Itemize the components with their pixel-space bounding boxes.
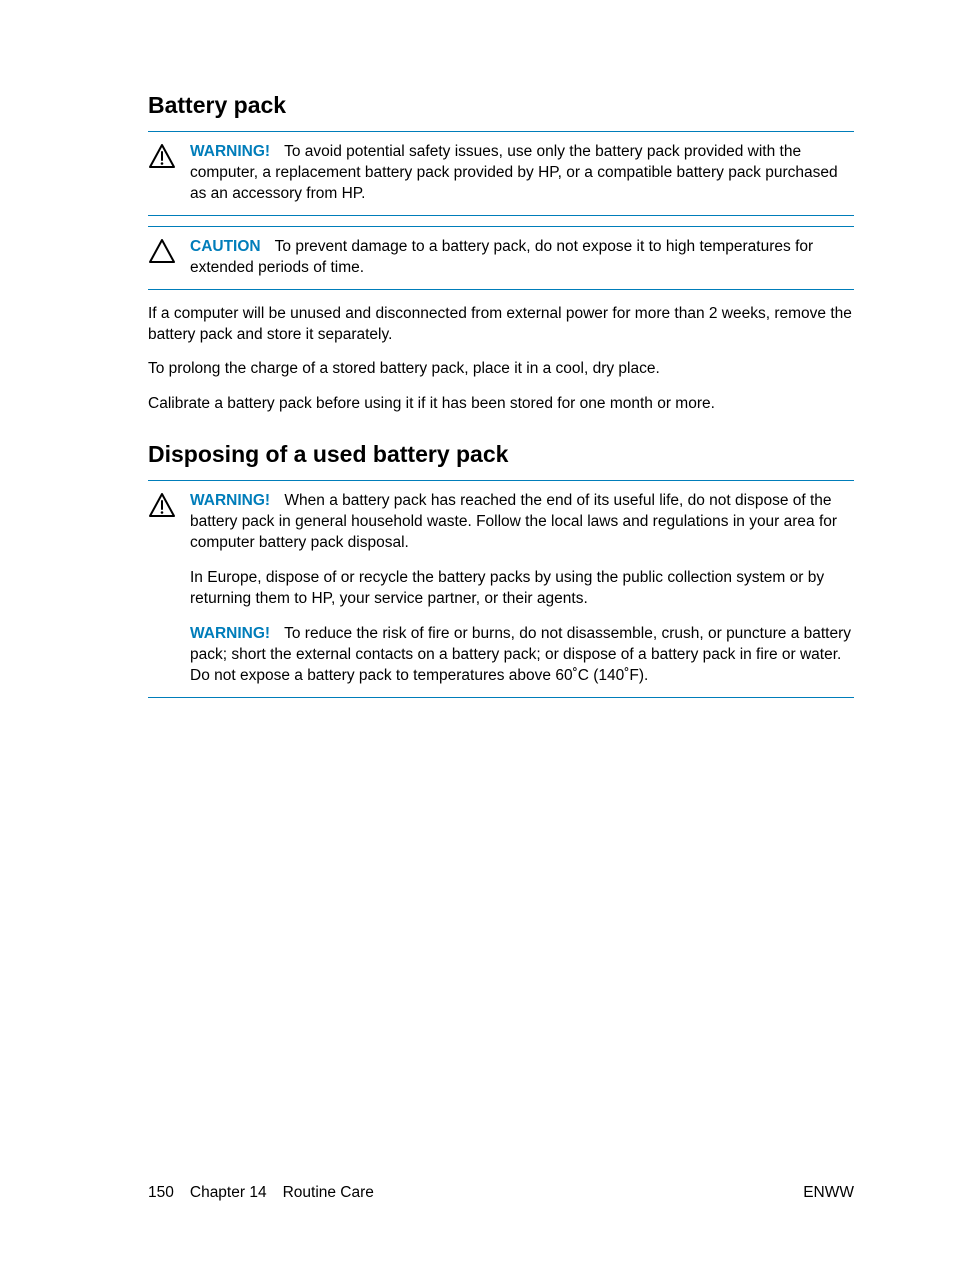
page-number: 150 — [148, 1184, 174, 1202]
document-page: Battery pack WARNING! To avoid potential… — [0, 0, 954, 698]
warning-text: To reduce the risk of fire or burns, do … — [190, 625, 851, 684]
page-footer: 150 Chapter 14 Routine Care ENWW — [0, 1184, 954, 1202]
body-paragraph: To prolong the charge of a stored batter… — [148, 359, 854, 380]
warning-icon — [148, 142, 176, 169]
caution-callout: CAUTION To prevent damage to a battery p… — [148, 226, 854, 290]
section-heading-disposing: Disposing of a used battery pack — [148, 441, 854, 468]
section-heading-battery-pack: Battery pack — [148, 92, 854, 119]
warning-label: WARNING! — [190, 625, 270, 642]
caution-text: To prevent damage to a battery pack, do … — [190, 238, 813, 276]
warning-body: WARNING! When a battery pack has reached… — [190, 491, 854, 686]
warning-text: To avoid potential safety issues, use on… — [190, 143, 838, 202]
body-paragraph: Calibrate a battery pack before using it… — [148, 394, 854, 415]
caution-label: CAUTION — [190, 238, 261, 255]
warning-label: WARNING! — [190, 143, 270, 160]
caution-icon — [148, 237, 176, 264]
warning-icon — [148, 491, 176, 518]
body-paragraph: In Europe, dispose of or recycle the bat… — [190, 568, 854, 610]
caution-body: CAUTION To prevent damage to a battery p… — [190, 237, 854, 279]
footer-right: ENWW — [803, 1184, 854, 1202]
warning-callout: WARNING! To avoid potential safety issue… — [148, 131, 854, 216]
warning-text: When a battery pack has reached the end … — [190, 492, 837, 551]
warning-label: WARNING! — [190, 492, 270, 509]
warning-body: WARNING! To avoid potential safety issue… — [190, 142, 854, 205]
body-paragraph: If a computer will be unused and disconn… — [148, 304, 854, 346]
chapter-label: Chapter 14 — [190, 1184, 267, 1202]
chapter-title: Routine Care — [283, 1184, 374, 1202]
warning-callout: WARNING! When a battery pack has reached… — [148, 480, 854, 697]
